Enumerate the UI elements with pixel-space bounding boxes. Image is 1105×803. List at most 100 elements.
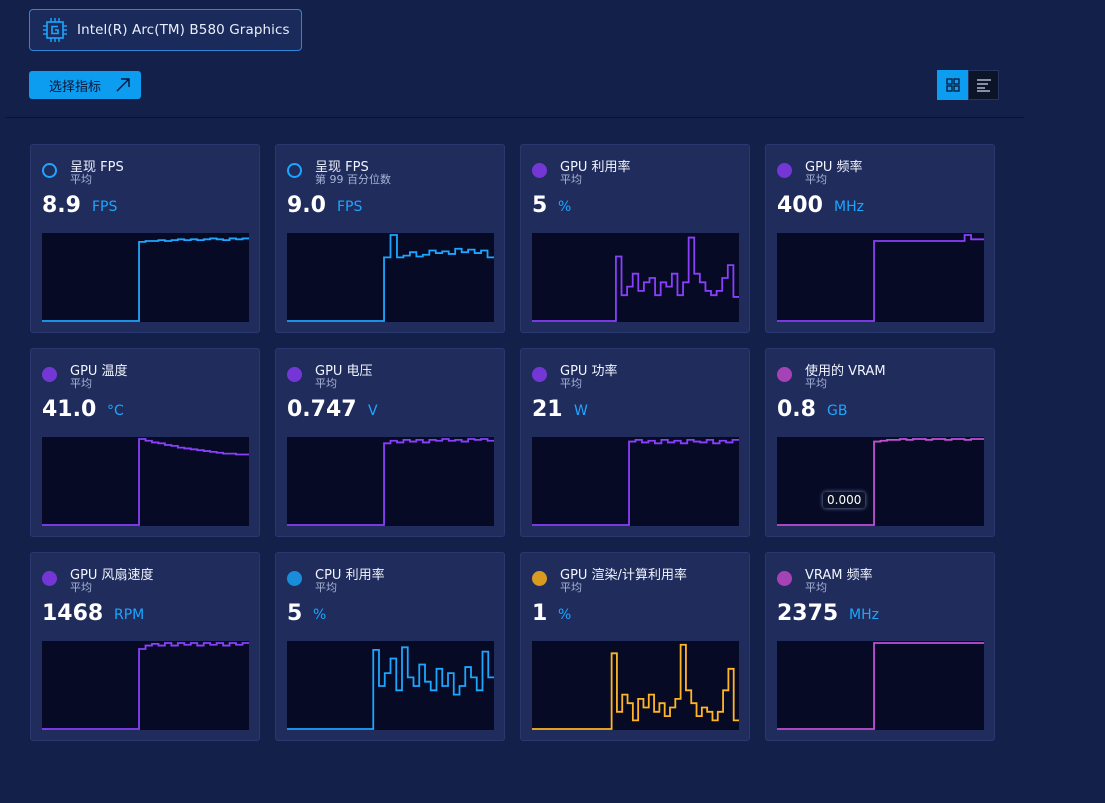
metric-aggregation: 平均 xyxy=(560,581,582,594)
metric-title: 呈现 FPS xyxy=(70,160,124,175)
metric-sparkline[interactable] xyxy=(777,641,984,730)
metric-value: 400 xyxy=(777,193,823,218)
sparkline-series xyxy=(777,642,984,730)
list-view-button[interactable] xyxy=(968,70,999,100)
series-color-dot xyxy=(287,367,302,382)
metric-title: GPU 风扇速度 xyxy=(70,568,154,583)
metric-aggregation: 平均 xyxy=(315,581,337,594)
metric-sparkline[interactable] xyxy=(532,437,739,526)
series-color-dot xyxy=(532,571,547,586)
metric-sparkline[interactable] xyxy=(42,437,249,526)
metric-card[interactable]: 呈现 FPS 第 99 百分位数 9.0 FPS xyxy=(275,144,505,333)
series-color-dot xyxy=(777,163,792,178)
metric-title: GPU 利用率 xyxy=(560,160,631,175)
metric-value: 9.0 xyxy=(287,193,326,218)
metric-sparkline[interactable] xyxy=(42,233,249,322)
sparkline-series xyxy=(42,438,249,526)
metric-aggregation: 平均 xyxy=(560,377,582,390)
metric-value: 1 xyxy=(532,601,548,626)
metric-unit: GB xyxy=(827,403,848,419)
metric-card[interactable]: GPU 渲染/计算利用率 平均 1% xyxy=(520,552,750,741)
series-color-dot xyxy=(287,163,302,178)
metric-title: CPU 利用率 xyxy=(315,568,385,583)
metric-value: 0.747 xyxy=(287,397,357,422)
metric-card[interactable]: CPU 利用率 平均 5% xyxy=(275,552,505,741)
select-metrics-label: 选择指标 xyxy=(49,79,102,95)
series-color-dot xyxy=(287,571,302,586)
metric-card[interactable]: GPU 风扇速度 平均 1468 RPM xyxy=(30,552,260,741)
sparkline-series xyxy=(532,643,739,730)
metric-title: GPU 电压 xyxy=(315,364,373,379)
sparkline-series xyxy=(532,236,739,322)
metric-unit: W xyxy=(574,403,588,419)
metric-unit: % xyxy=(313,607,327,623)
metric-sparkline[interactable] xyxy=(532,641,739,730)
sparkline-series xyxy=(287,234,494,322)
device-selector[interactable]: Intel(R) Arc(TM) B580 Graphics xyxy=(29,9,302,51)
chart-tooltip: 0.000 xyxy=(823,492,866,508)
metric-sparkline[interactable] xyxy=(42,641,249,730)
metric-aggregation: 平均 xyxy=(70,173,92,186)
metric-unit: % xyxy=(558,199,572,215)
sparkline-series xyxy=(42,237,249,322)
metric-title: VRAM 频率 xyxy=(805,568,873,583)
sparkline-series xyxy=(777,438,984,526)
select-metrics-button[interactable]: 选择指标 xyxy=(29,71,141,99)
metric-sparkline[interactable] xyxy=(287,641,494,730)
metric-unit: FPS xyxy=(92,199,118,215)
metric-value: 8.9 xyxy=(42,193,81,218)
metric-title: 呈现 FPS xyxy=(315,160,369,175)
metric-title: 使用的 VRAM xyxy=(805,364,886,379)
metric-aggregation: 平均 xyxy=(805,173,827,186)
metric-unit: % xyxy=(558,607,572,623)
metric-sparkline[interactable] xyxy=(777,437,984,526)
chip-icon xyxy=(43,18,67,42)
series-color-dot xyxy=(42,163,57,178)
metric-unit: MHz xyxy=(834,199,864,215)
series-color-dot xyxy=(777,571,792,586)
sparkline-series xyxy=(287,438,494,526)
metric-aggregation: 平均 xyxy=(70,581,92,594)
metric-card[interactable]: 使用的 VRAM 平均 0.8 GB 0.000 xyxy=(765,348,995,537)
metric-value: 1468 xyxy=(42,601,104,626)
metric-card[interactable]: GPU 功率 平均 21 W xyxy=(520,348,750,537)
series-color-dot xyxy=(777,367,792,382)
sparkline-series xyxy=(532,438,739,526)
metric-sparkline[interactable] xyxy=(777,233,984,322)
metric-sparkline[interactable] xyxy=(287,233,494,322)
metric-unit: MHz xyxy=(849,607,879,623)
metric-title: GPU 频率 xyxy=(805,160,863,175)
metric-value: 5 xyxy=(532,193,548,218)
series-color-dot xyxy=(42,571,57,586)
metric-title: GPU 功率 xyxy=(560,364,618,379)
series-color-dot xyxy=(532,163,547,178)
metric-card[interactable]: GPU 频率 平均 400 MHz xyxy=(765,144,995,333)
metric-aggregation: 平均 xyxy=(315,377,337,390)
device-label: Intel(R) Arc(TM) B580 Graphics xyxy=(77,22,290,38)
grid-view-button[interactable] xyxy=(937,70,968,100)
metric-sparkline[interactable] xyxy=(287,437,494,526)
metric-value: 5 xyxy=(287,601,303,626)
metric-aggregation: 平均 xyxy=(805,377,827,390)
series-color-dot xyxy=(42,367,57,382)
metric-unit: RPM xyxy=(114,607,145,623)
metric-value: 41.0 xyxy=(42,397,97,422)
series-color-dot xyxy=(532,367,547,382)
metric-sparkline[interactable] xyxy=(532,233,739,322)
metric-value: 2375 xyxy=(777,601,839,626)
metric-card[interactable]: 呈现 FPS 平均 8.9 FPS xyxy=(30,144,260,333)
metric-value: 21 xyxy=(532,397,563,422)
header-divider xyxy=(5,117,1024,118)
sparkline-series xyxy=(42,642,249,730)
metric-unit: V xyxy=(368,403,378,419)
metric-value: 0.8 xyxy=(777,397,816,422)
metric-card[interactable]: GPU 温度 平均 41.0 °C xyxy=(30,348,260,537)
sparkline-series xyxy=(777,234,984,322)
metric-aggregation: 平均 xyxy=(560,173,582,186)
metric-card[interactable]: GPU 利用率 平均 5% xyxy=(520,144,750,333)
metric-unit: FPS xyxy=(337,199,363,215)
metric-card[interactable]: GPU 电压 平均 0.747 V xyxy=(275,348,505,537)
metric-card[interactable]: VRAM 频率 平均 2375 MHz xyxy=(765,552,995,741)
list-view-icon xyxy=(976,79,991,92)
view-toggle xyxy=(937,70,999,100)
